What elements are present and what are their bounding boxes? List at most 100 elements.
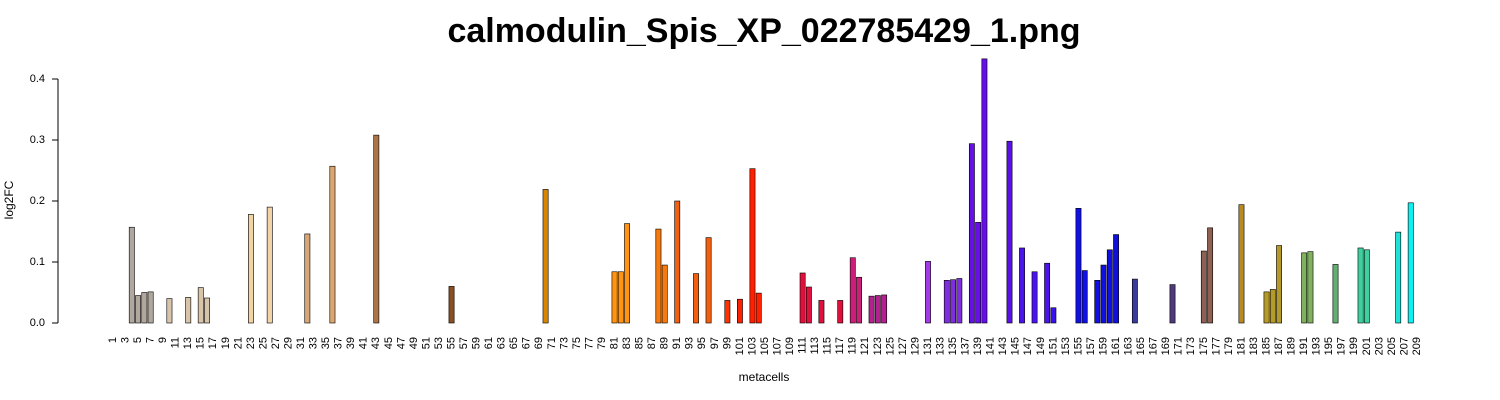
bar	[1044, 262, 1051, 324]
bar	[141, 292, 148, 324]
x-tick-label: 197	[1336, 337, 1348, 355]
x-tick-label: 111	[797, 337, 809, 354]
bar	[868, 295, 875, 324]
bar	[135, 295, 141, 324]
x-tick-label: 51	[420, 337, 432, 349]
bar	[329, 165, 336, 324]
x-tick-label: 71	[546, 337, 558, 349]
x-tick-label: 73	[558, 337, 570, 349]
bar	[128, 226, 135, 324]
bar	[1200, 250, 1207, 324]
x-tick-label: 159	[1097, 337, 1109, 355]
x-axis-label: metacells	[739, 370, 790, 384]
x-tick-label: 79	[596, 337, 608, 349]
x-tick-label: 43	[370, 337, 382, 349]
x-tick-label: 189	[1286, 337, 1298, 355]
x-tick-label: 137	[960, 337, 972, 355]
bar	[266, 206, 273, 324]
bar	[1207, 227, 1214, 324]
x-tick-label: 175	[1198, 337, 1210, 355]
y-tick-label: 0.4	[30, 73, 45, 85]
x-tick-label: 155	[1072, 337, 1084, 355]
x-tick-label: 113	[809, 337, 821, 355]
x-tick-label: 23	[245, 337, 257, 349]
x-tick-label: 209	[1411, 337, 1423, 355]
bar	[1301, 252, 1308, 324]
bar	[724, 300, 731, 324]
x-tick-label: 93	[684, 337, 696, 349]
x-tick-label: 75	[571, 337, 583, 349]
x-tick-label: 15	[195, 337, 207, 349]
x-tick-label: 55	[445, 337, 457, 349]
x-tick-label: 11	[170, 337, 182, 348]
bar	[799, 272, 806, 324]
x-tick-label: 99	[721, 337, 733, 349]
bar	[737, 298, 743, 324]
x-tick-label: 141	[985, 337, 997, 355]
x-tick-label: 39	[345, 337, 357, 349]
x-tick-label: 103	[746, 337, 758, 355]
bar	[1106, 249, 1113, 324]
x-tick-label: 153	[1060, 337, 1072, 355]
bar	[1006, 140, 1013, 324]
y-tick-label: 0.1	[30, 256, 45, 268]
bar	[204, 297, 210, 324]
x-tick-label: 163	[1123, 337, 1135, 355]
x-tick-label: 17	[207, 337, 219, 349]
x-tick-label: 205	[1386, 337, 1398, 355]
x-tick-label: 161	[1110, 337, 1122, 355]
bar	[1407, 202, 1414, 324]
chart-title: calmodulin_Spis_XP_022785429_1.png	[447, 12, 1080, 50]
x-tick-label: 5	[132, 337, 144, 343]
x-tick-label: 47	[395, 337, 407, 349]
bar	[975, 222, 982, 324]
bar	[1094, 279, 1101, 324]
bar	[705, 237, 712, 324]
x-tick-label: 83	[621, 337, 633, 349]
bar	[1238, 204, 1245, 324]
x-tick-label: 199	[1348, 337, 1360, 355]
x-tick-label: 187	[1273, 337, 1285, 355]
x-tick-label: 77	[583, 337, 595, 349]
y-tick-label: 0.3	[30, 134, 45, 146]
bar	[1395, 231, 1402, 324]
x-tick-label: 87	[646, 337, 658, 349]
x-tick-label: 195	[1323, 337, 1335, 355]
x-tick-label: 105	[759, 337, 771, 355]
x-tick-label: 109	[784, 337, 796, 355]
x-tick-label: 69	[533, 337, 545, 349]
x-tick-label: 117	[834, 337, 846, 355]
bar	[1332, 264, 1339, 324]
x-tick-label: 57	[458, 337, 470, 349]
bar	[166, 298, 173, 324]
x-tick-label: 33	[308, 337, 320, 349]
x-tick-label: 13	[182, 337, 194, 349]
x-tick-label: 1	[107, 337, 119, 343]
bar	[805, 286, 812, 324]
bar	[1075, 208, 1082, 324]
bar	[968, 143, 975, 324]
bar	[925, 261, 931, 324]
x-tick-label: 157	[1085, 337, 1097, 355]
x-tick-label: 191	[1298, 337, 1310, 355]
x-tick-label: 35	[320, 337, 332, 349]
x-tick-label: 45	[383, 337, 395, 349]
x-tick-label: 145	[1010, 337, 1022, 355]
x-tick-label: 207	[1398, 337, 1410, 355]
x-tick-label: 119	[847, 337, 859, 355]
bar	[1019, 247, 1025, 324]
x-tick-label: 183	[1248, 337, 1260, 355]
x-tick-label: 193	[1311, 337, 1323, 355]
x-tick-label: 203	[1373, 337, 1385, 355]
bar	[655, 228, 662, 324]
x-tick-label: 149	[1035, 337, 1047, 355]
bar	[849, 257, 856, 324]
x-tick-label: 61	[483, 337, 495, 349]
bar	[1031, 271, 1038, 324]
bar	[448, 286, 455, 324]
x-tick-label: 21	[232, 337, 244, 349]
x-tick-label: 63	[496, 337, 508, 349]
bar	[542, 189, 549, 324]
x-tick-label: 147	[1022, 337, 1034, 355]
